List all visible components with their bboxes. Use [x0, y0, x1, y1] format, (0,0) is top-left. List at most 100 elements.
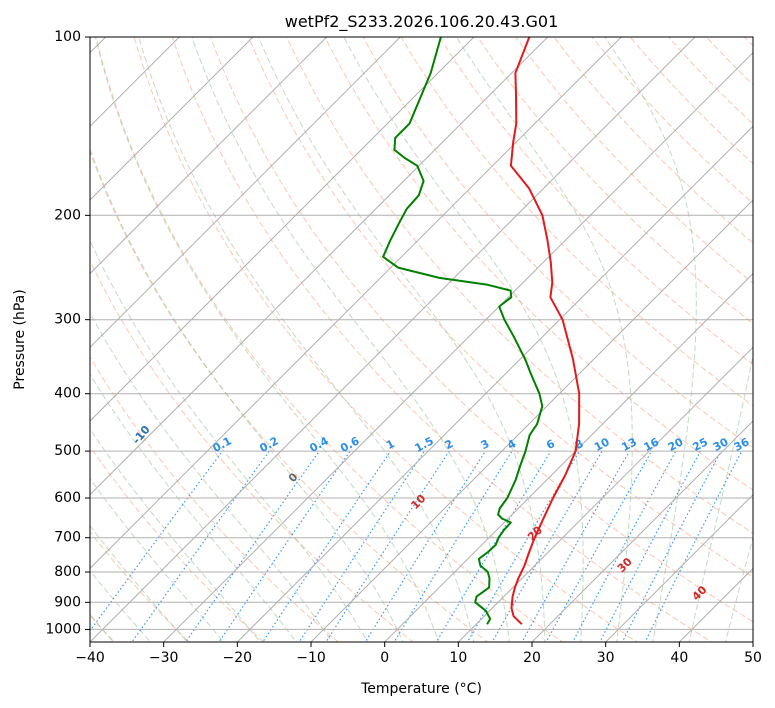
x-tick-label: −30: [149, 650, 179, 666]
y-axis: 100 200 300 400 500 600 700 800 900 1000: [45, 29, 90, 637]
y-tick-label: 600: [54, 490, 81, 506]
mixing-ratio-label: 1.5: [413, 434, 436, 455]
dry-adiabat-label: -20: [57, 402, 80, 426]
x-tick-label: −40: [75, 650, 105, 666]
moist-adiabat-line: [191, 37, 510, 642]
moist-adiabat-line: [90, 427, 261, 642]
x-axis: −40 −30 −20 −10 0 10 20 30 40 50: [75, 642, 762, 666]
moist-adiabat-line: [90, 311, 333, 642]
mixing-ratio-label: 1: [384, 437, 397, 452]
chart-title: wetPf2_S233.2026.106.20.43.G01: [285, 12, 559, 32]
dry-adiabat-line: [171, 37, 713, 642]
moist-adiabat-line: [138, 37, 475, 642]
isotherm-line: [90, 37, 623, 570]
plot-area: -100-90-80-70-60-50-40-30-20-100.10.20.4…: [0, 10, 775, 654]
dry-adiabat-line: [591, 37, 753, 204]
y-tick-label: 300: [54, 312, 81, 328]
moist-adiabat-line: [724, 535, 753, 642]
moist-adiabat-line: [90, 239, 369, 642]
dry-adiabat-line: [629, 37, 753, 165]
isotherm-line: [310, 199, 753, 642]
isotherm-line: [90, 37, 475, 422]
dry-adiabat-line: [324, 37, 753, 491]
dry-adiabat-line: [90, 356, 340, 642]
mixing-ratio-label: 6: [544, 437, 557, 452]
mixing-ratio-line: [131, 450, 270, 642]
mixing-ratio-line: [644, 450, 743, 642]
dry-adiabat-line: [400, 37, 753, 407]
plot-frame: [89, 36, 754, 643]
isotherm-line: [162, 51, 753, 642]
mixing-ratio-line: [435, 450, 552, 642]
dry-adiabat-line: [90, 150, 489, 642]
mixing-ratio-label: 20: [666, 435, 686, 454]
moist-adiabat-line: [759, 37, 775, 654]
moist-adiabat-line: [257, 37, 546, 642]
mixing-ratio-line: [218, 450, 351, 642]
mixing-ratio-line: [262, 450, 392, 642]
dry-adiabat-line: [756, 10, 775, 654]
mixing-ratio-line: [325, 450, 450, 642]
y-tick-label: 100: [54, 29, 81, 45]
y-tick-label: 400: [54, 386, 81, 402]
y-tick-label: 700: [54, 530, 81, 546]
moist-adiabat-line: [90, 525, 188, 642]
temperature-line: [509, 37, 581, 625]
dry-adiabat-line: [515, 37, 753, 284]
mixing-ratio-label: 0.4: [307, 434, 331, 455]
isotherm-line: [90, 37, 181, 128]
mixing-ratio-label: 36: [732, 435, 752, 454]
isotherm-line: [90, 37, 696, 642]
mixing-ratio-line: [393, 450, 513, 642]
mixing-ratio-line: [545, 450, 653, 642]
moist-adiabat-label: 40: [690, 583, 710, 603]
isotherm-line: [383, 272, 753, 642]
isotherm-line: [90, 37, 549, 496]
mixing-ratio-label: 4: [505, 437, 518, 452]
x-tick-label: 20: [523, 650, 541, 666]
mixing-ratio-label: 2: [443, 437, 456, 452]
isotherm-line: [752, 641, 753, 642]
mixing-ratio-label: 30: [711, 435, 731, 454]
mixing-ratio-label: 0.1: [211, 434, 234, 455]
mixing-ratio-label: 10: [592, 435, 612, 454]
mixing-ratio-label: 3: [479, 437, 492, 452]
dewpoint-line: [382, 37, 544, 625]
x-axis-label: Temperature (°C): [360, 681, 482, 697]
line-labels: -100-90-80-70-60-50-40-30-20-100.10.20.4…: [0, 371, 752, 603]
moist-adiabat-line: [90, 373, 297, 642]
moist-adiabat-line: [90, 477, 225, 642]
dry-adiabat-label: -30: [0, 371, 5, 395]
isotherm-line: [678, 567, 753, 642]
dry-adiabat-line: [95, 37, 564, 642]
mixing-ratio-label: 0.6: [338, 434, 362, 455]
dry-adiabat-line: [90, 531, 190, 642]
dry-adiabat-line: [438, 37, 753, 366]
dry-adiabat-label: -10: [130, 423, 153, 447]
y-tick-label: 900: [54, 594, 81, 610]
dry-adiabat-line: [362, 37, 753, 449]
isotherm-line: [531, 420, 753, 642]
moist-adiabat-line: [688, 353, 753, 642]
isotherm-line: [90, 37, 402, 349]
mixing-ratio-line: [298, 450, 425, 642]
x-tick-label: −20: [223, 650, 253, 666]
dry-adiabat-line: [209, 37, 753, 623]
isotherm-line: [90, 37, 254, 201]
mixing-ratio-line: [466, 450, 580, 642]
y-tick-label: 200: [54, 207, 81, 223]
isotherm-line: [604, 493, 753, 642]
isotherm-line: [236, 125, 753, 642]
moist-adiabat-line: [90, 570, 152, 642]
moist-adiabat-label: 20: [525, 523, 545, 543]
isotherm-line: [0, 10, 59, 654]
mixing-ratio-label: 16: [642, 435, 662, 454]
dry-adiabat-line: [553, 37, 753, 244]
x-tick-label: −10: [296, 650, 326, 666]
moist-adiabat-line: [455, 37, 633, 642]
x-tick-label: 0: [380, 650, 389, 666]
mixing-ratio-line: [90, 450, 223, 632]
dry-adiabat-line: [286, 37, 753, 534]
isotherm-line: [90, 37, 328, 275]
